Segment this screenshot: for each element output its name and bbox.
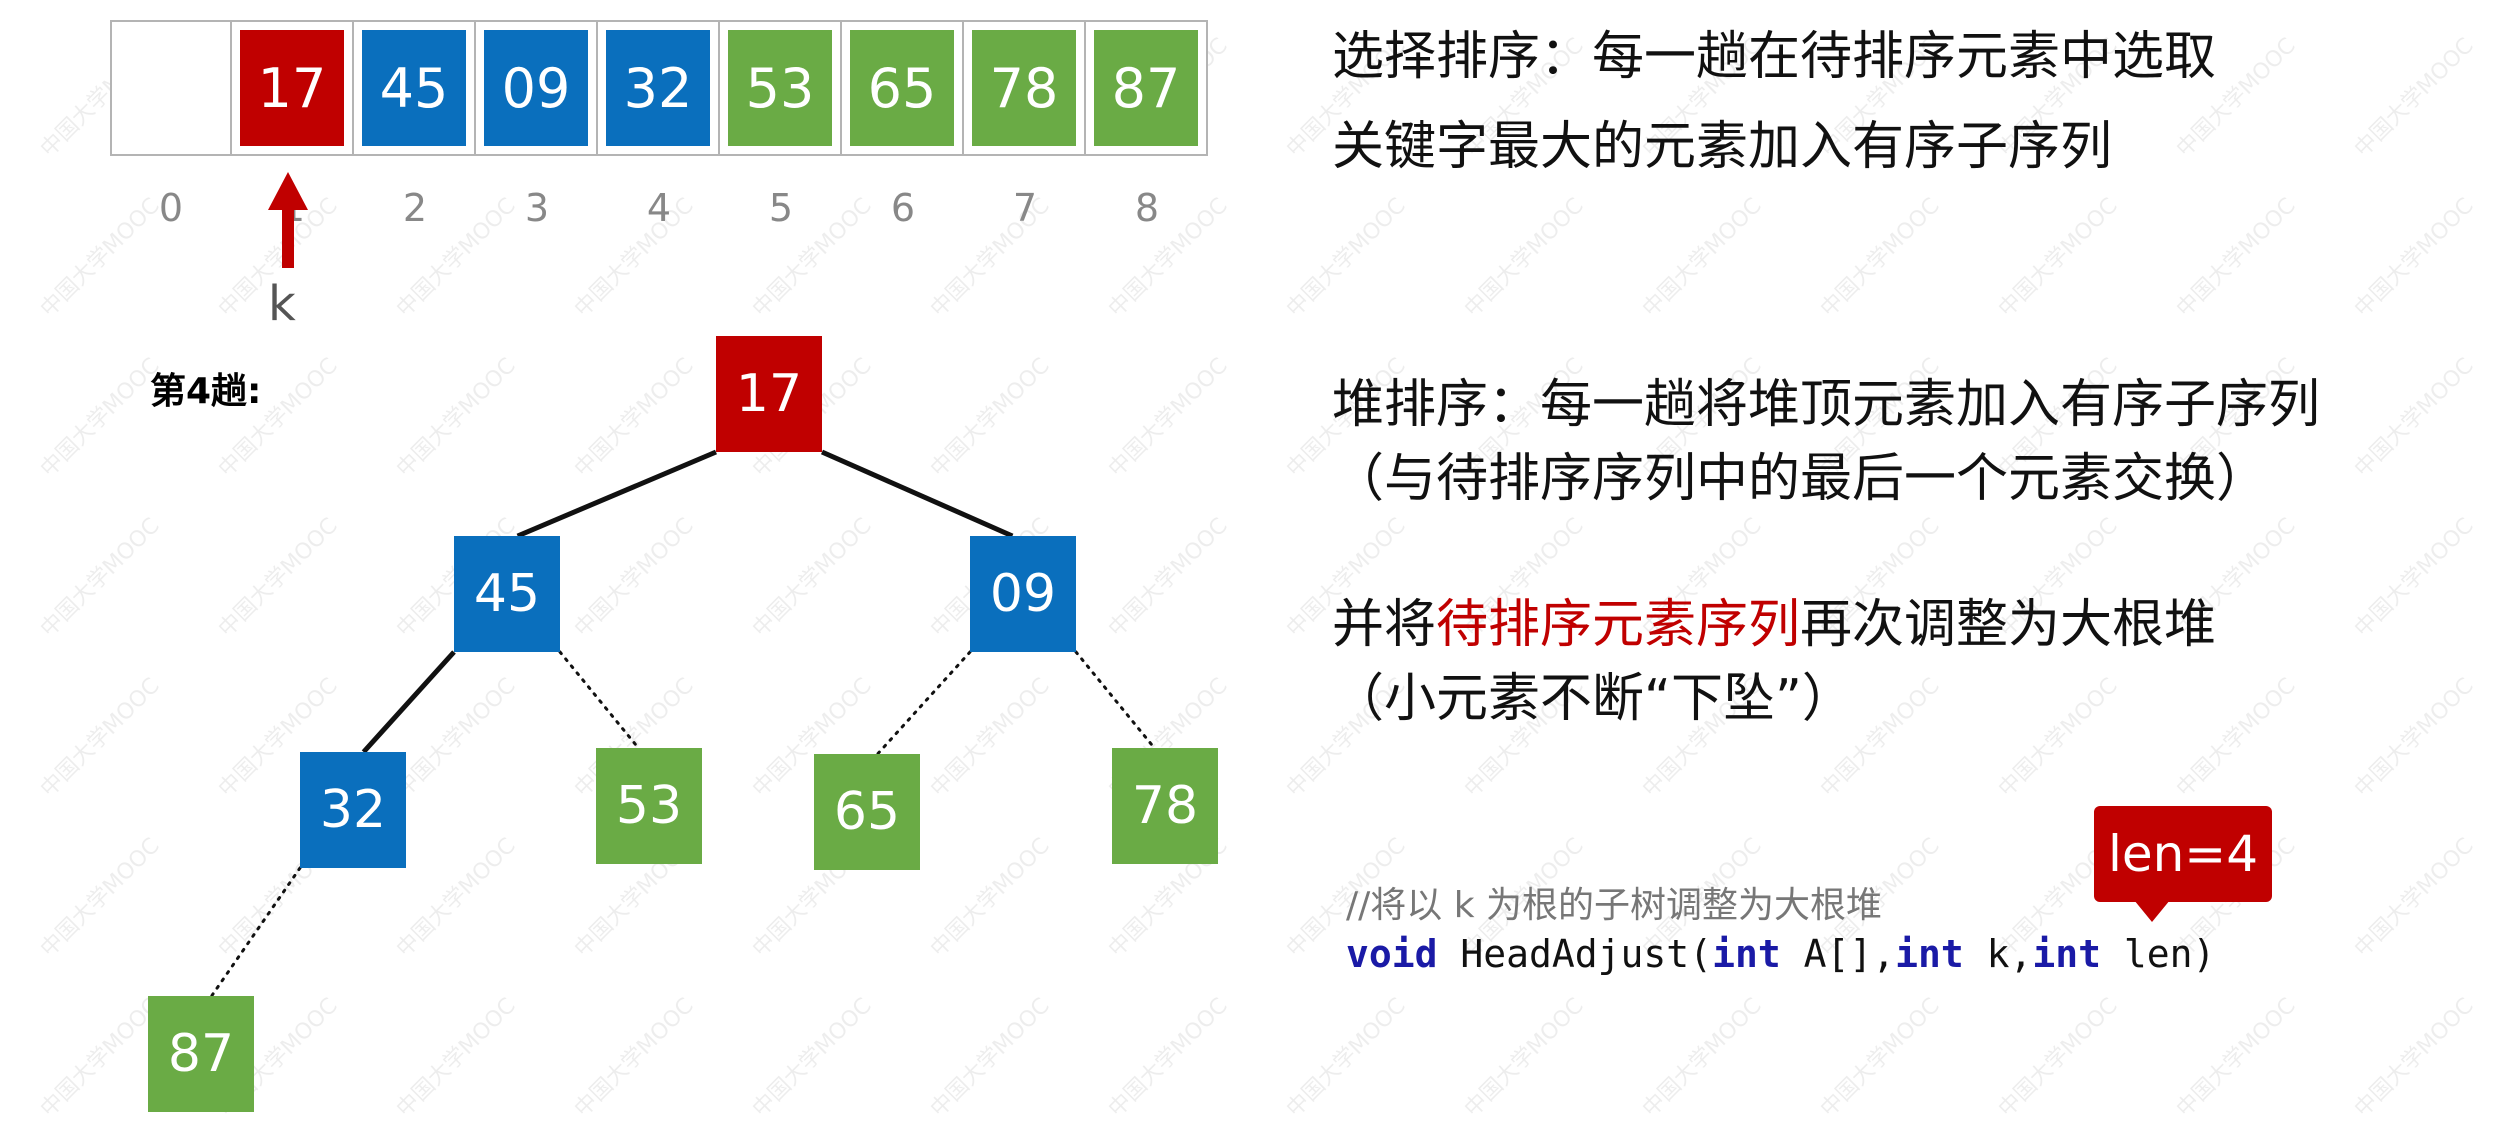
watermark-text: 中国大学MOOC: [2349, 513, 2479, 643]
array-cell-4: 32: [598, 20, 720, 156]
adjust-suffix: 再次调整为大根堆: [1800, 595, 2217, 655]
tree-edge-n1-n2: [516, 449, 717, 539]
heap-sort-desc-line2: （与待排序序列中的最后一个元素交换）: [1332, 449, 2269, 509]
param-len: len): [2101, 932, 2216, 976]
adjust-desc-line2: （小元素不断“下坠”）: [1332, 669, 1854, 729]
keyword-int: int: [1895, 932, 1964, 976]
tree-node-n1: 17: [716, 336, 822, 452]
pointer-label: k: [268, 276, 296, 332]
watermark-text: 中国大学MOOC: [1993, 193, 2123, 323]
tree-edge-n2-n4: [361, 650, 456, 754]
tree-edge-n2-n5: [558, 650, 640, 750]
tree-edge-n3-n7: [1074, 650, 1156, 750]
param-a: A[],: [1780, 932, 1896, 976]
array-index-3: 3: [524, 186, 550, 230]
array-value: 09: [484, 30, 588, 146]
adjust-desc-line1: 并将待排序元素序列再次调整为大根堆: [1332, 582, 2216, 657]
tree-node-n3: 09: [970, 536, 1076, 652]
array-value: 53: [728, 30, 832, 146]
tree-edge-n1-n3: [820, 449, 1014, 539]
tree-node-n4: 32: [300, 752, 406, 868]
heap-sort-desc-line1: 堆排序：每一趟将堆顶元素加入有序子序列: [1332, 375, 2321, 435]
array-index-4: 4: [646, 186, 672, 230]
watermark-text: 中国大学MOOC: [2349, 193, 2479, 323]
array-index-0: 0: [158, 186, 184, 230]
tree-node-n6: 65: [814, 754, 920, 870]
array-row: 1745093253657887012345678: [110, 20, 1214, 230]
tree-node-n8: 87: [148, 996, 254, 1112]
watermark-text: 中国大学MOOC: [2349, 33, 2479, 163]
watermark-text: 中国大学MOOC: [2349, 993, 2479, 1123]
array-index-5: 5: [768, 186, 794, 230]
array-index-6: 6: [890, 186, 916, 230]
array-cell-5: 53: [720, 20, 842, 156]
array-value: 87: [1094, 30, 1198, 146]
tree-node-n5: 53: [596, 748, 702, 864]
len-badge-tail: [2134, 900, 2170, 922]
array-value: 45: [362, 30, 466, 146]
array-cell-8: 87: [1086, 20, 1208, 156]
array-cell-3: 09: [476, 20, 598, 156]
tree-edge-n4-n8: [210, 866, 302, 998]
keyword-int: int: [1712, 932, 1781, 976]
watermark-text: 中国大学MOOC: [2349, 673, 2479, 803]
selection-sort-desc-line1: 选择排序：每一趟在待排序元素中选取: [1332, 27, 2217, 87]
watermark-text: 中国大学MOOC: [2171, 993, 2301, 1123]
len-badge: len=4: [2094, 806, 2272, 902]
watermark-text: 中国大学MOOC: [1637, 993, 1767, 1123]
watermark-text: 中国大学MOOC: [1459, 193, 1589, 323]
array-cell-0: [110, 20, 232, 156]
array-index-2: 2: [402, 186, 428, 230]
watermark-text: 中国大学MOOC: [2349, 833, 2479, 963]
watermark-text: 中国大学MOOC: [1637, 193, 1767, 323]
array-cell-1: 17: [232, 20, 354, 156]
watermark-text: 中国大学MOOC: [2171, 193, 2301, 323]
array-cell-2: 45: [354, 20, 476, 156]
array-index-8: 8: [1134, 186, 1160, 230]
heap-tree-edges: [210, 449, 1156, 998]
keyword-void: void: [1346, 932, 1438, 976]
array-index-7: 7: [1012, 186, 1038, 230]
watermark-text: 中国大学MOOC: [1815, 993, 1945, 1123]
array-cell-6: 65: [842, 20, 964, 156]
pointer-arrow-icon: [268, 172, 308, 268]
watermark-text: 中国大学MOOC: [2171, 673, 2301, 803]
tree-node-n2: 45: [454, 536, 560, 652]
array-value: 78: [972, 30, 1076, 146]
code-signature: void HeadAdjust(int A[],int k,int len): [1346, 932, 2215, 976]
array-value: 65: [850, 30, 954, 146]
watermark-text: 中国大学MOOC: [1815, 193, 1945, 323]
watermark-text: 中国大学MOOC: [2349, 353, 2479, 483]
param-k: k,: [1963, 932, 2033, 976]
array-cell-7: 78: [964, 20, 1086, 156]
keyword-int: int: [2032, 932, 2102, 976]
pass-label: 第4趟:: [150, 371, 262, 412]
adjust-prefix: 并将: [1332, 595, 1437, 655]
tree-edge-n3-n6: [876, 650, 972, 756]
selection-sort-desc-line2: 关键字最大的元素加入有序子序列: [1332, 117, 2113, 177]
tree-node-n7: 78: [1112, 748, 1218, 864]
array-value: 17: [240, 30, 344, 146]
watermark-text: 中国大学MOOC: [1459, 993, 1589, 1123]
watermark-text: 中国大学MOOC: [1993, 673, 2123, 803]
adjust-highlight: 待排序元素序列: [1436, 595, 1801, 655]
array-value: 32: [606, 30, 710, 146]
watermark-text: 中国大学MOOC: [1993, 993, 2123, 1123]
code-comment: //将以 k 为根的子树调整为大根堆: [1346, 885, 1882, 926]
function-name: HeadAdjust(: [1437, 932, 1713, 976]
